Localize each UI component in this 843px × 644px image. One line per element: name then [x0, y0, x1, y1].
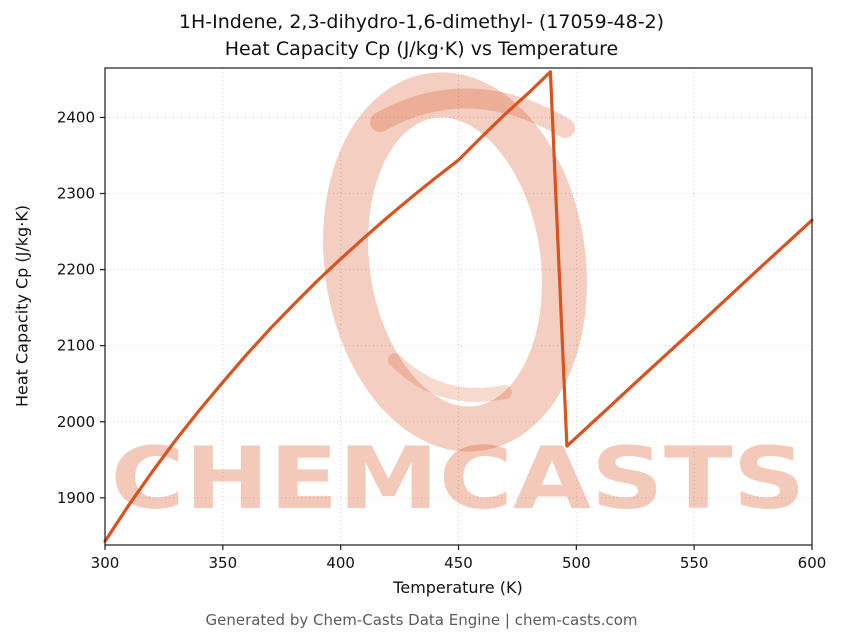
x-tick-label: 300 — [91, 554, 120, 572]
x-tick-label: 550 — [680, 554, 709, 572]
x-axis-label: Temperature (K) — [393, 578, 523, 597]
y-axis-label: Heat Capacity Cp (J/kg·K) — [12, 204, 32, 408]
series-line — [103, 70, 814, 543]
chart-title-line1: 1H-Indene, 2,3-dihydro-1,6-dimethyl- (17… — [178, 11, 665, 33]
y-tick-label: 2400 — [57, 108, 95, 126]
y-tick-label: 1900 — [57, 489, 95, 507]
watermark-swoosh-icon — [370, 88, 575, 138]
tick-marks: 300 350 400 450 500 550 600 1900 2000 2100 2200 230… — [57, 108, 827, 572]
y-tick-label: 2200 — [57, 261, 95, 279]
chart-title-line2: Heat Capacity Cp (J/kg·K) vs Temperature — [224, 37, 619, 60]
watermark-text: CHEMCASTS — [111, 429, 806, 529]
watermark-inner-swirl-icon — [388, 353, 512, 402]
x-tick-label: 350 — [209, 554, 238, 572]
x-tick-label: 500 — [562, 554, 591, 572]
x-tick-label: 450 — [444, 554, 473, 572]
x-tick-label: 400 — [326, 554, 355, 572]
y-tick-label: 2000 — [57, 413, 95, 431]
chart-title: 1H-Indene, 2,3-dihydro-1,6-dimethyl- (17… — [0, 9, 843, 62]
footer-credit: Generated by Chem-Casts Data Engine | ch… — [205, 611, 638, 629]
x-tick-label: 600 — [798, 554, 827, 572]
y-tick-label: 2300 — [57, 185, 95, 203]
y-tick-label: 2100 — [57, 337, 95, 355]
watermark-ring-icon — [323, 72, 587, 452]
watermark: CHEMCASTS — [111, 72, 806, 529]
